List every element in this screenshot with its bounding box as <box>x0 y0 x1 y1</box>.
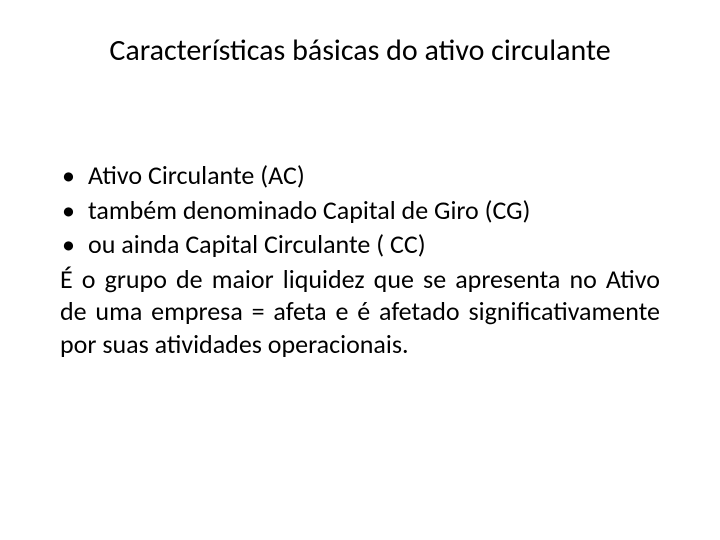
paragraph: É o grupo de maior liquidez que se apres… <box>60 263 660 361</box>
list-item: • Ativo Circulante (AC) <box>60 159 660 192</box>
list-item: • ou ainda Capital Circulante ( CC) <box>60 228 660 261</box>
bullet-icon: • <box>60 228 88 261</box>
slide-body: • Ativo Circulante (AC) • também denomin… <box>60 159 660 360</box>
slide: Características básicas do ativo circula… <box>0 0 720 540</box>
bullet-text: Ativo Circulante (AC) <box>88 159 660 192</box>
bullet-text: também denominado Capital de Giro (CG) <box>88 194 660 227</box>
bullet-icon: • <box>60 194 88 227</box>
slide-title: Características básicas do ativo circula… <box>60 32 660 69</box>
bullet-text: ou ainda Capital Circulante ( CC) <box>88 228 660 261</box>
bullet-icon: • <box>60 159 88 192</box>
list-item: • também denominado Capital de Giro (CG) <box>60 194 660 227</box>
